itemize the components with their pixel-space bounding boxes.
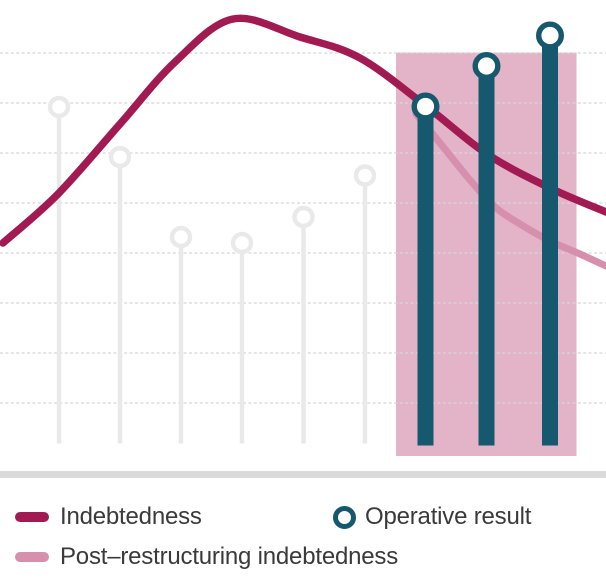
- legend-item-post-restructuring: Post–restructuring indebtedness: [15, 544, 398, 570]
- operative-result-icon: [333, 505, 356, 529]
- operative-result-past-marker: [292, 205, 315, 229]
- legend-item-operative-result: Operative result: [333, 504, 531, 530]
- operative-result-past-marker: [353, 164, 377, 187]
- post-restructuring-label: Post–restructuring indebtedness: [60, 543, 399, 570]
- indebtedness-line: [0, 14, 606, 247]
- operative-result-past-marker: [108, 145, 132, 169]
- operative-result-marker: [472, 52, 501, 81]
- indebtedness-label: Indebtedness: [60, 503, 202, 530]
- post-restructuring-swatch: [15, 552, 49, 562]
- indebtedness-swatch: [15, 512, 49, 522]
- operative-result-label: Operative result: [365, 503, 532, 530]
- operative-result-past-marker: [47, 95, 71, 119]
- operative-result-past-marker: [230, 231, 254, 255]
- post-restructuring-indebtedness-line: [412, 110, 606, 270]
- chart-canvas: [0, 14, 606, 456]
- chart-area: [0, 14, 606, 456]
- operative-result-past-marker: [169, 225, 193, 249]
- operative-result-marker: [411, 92, 440, 121]
- operative-result-marker: [536, 21, 565, 50]
- legend-item-indebtedness: Indebtedness: [15, 504, 202, 530]
- chart-bottom-divider: [0, 471, 606, 478]
